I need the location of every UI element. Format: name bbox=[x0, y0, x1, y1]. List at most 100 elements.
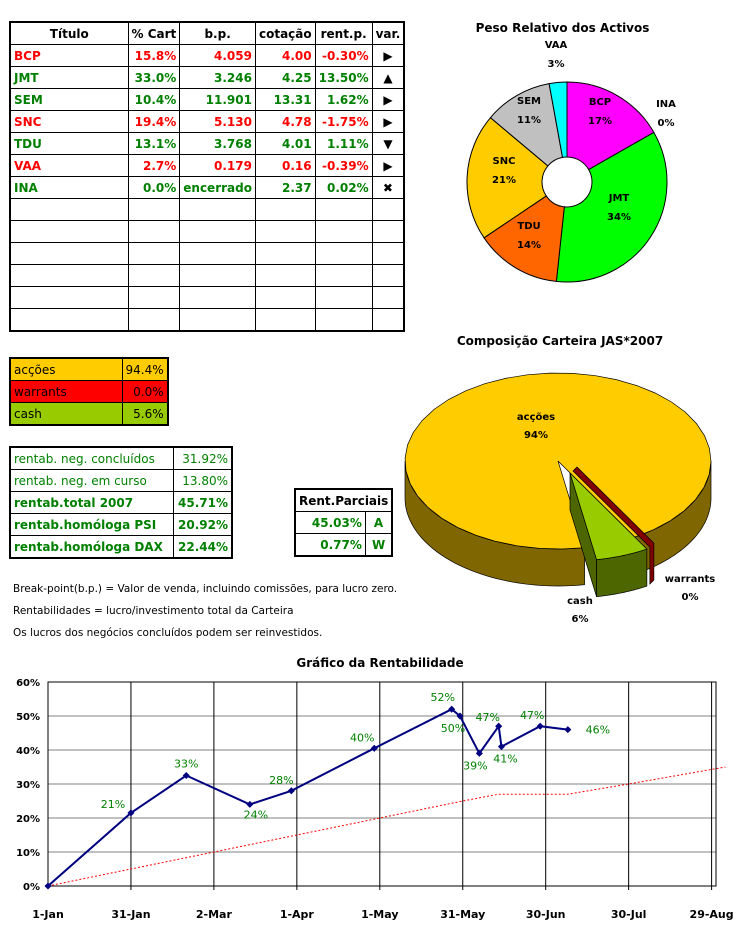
data-label: 28% bbox=[269, 774, 293, 787]
cell-cart: 19.4% bbox=[127, 110, 181, 133]
holdings-row: BCP 15.8% 4.059 4.00 -0.30% ▶ bbox=[9, 44, 405, 67]
data-label: 47% bbox=[475, 711, 499, 724]
y-tick-label: 40% bbox=[16, 746, 40, 757]
returns-row: rentab.homóloga PSI 20.92% bbox=[9, 513, 233, 536]
cell-titulo: JMT bbox=[9, 66, 129, 89]
holdings-row: INA 0.0% encerrado 2.37 0.02% ✖ bbox=[9, 176, 405, 199]
cell-cotacao: 4.00 bbox=[254, 44, 316, 67]
allocation-row-warrants: warrants 0.0% bbox=[9, 380, 169, 403]
donut-pct-label: 11% bbox=[517, 115, 541, 126]
x-tick-label: 1-Apr bbox=[280, 908, 315, 921]
cell-titulo: VAA bbox=[9, 154, 129, 177]
returns-row: rentab. neg. em curso 13.80% bbox=[9, 469, 233, 492]
data-point-marker bbox=[497, 743, 505, 751]
allocation-label: warrants bbox=[9, 380, 123, 403]
cell-cart: 0.0% bbox=[127, 176, 181, 199]
allocation-label: cash bbox=[9, 402, 123, 426]
holdings-header-row: Título % Cart b.p. cotação rent.p. var. bbox=[9, 21, 405, 45]
return-line bbox=[47, 708, 568, 887]
x-tick-label: 30-Jul bbox=[611, 908, 647, 921]
cell-cart: 15.8% bbox=[127, 44, 181, 67]
empty-cell bbox=[371, 286, 405, 309]
holdings-row: TDU 13.1% 3.768 4.01 1.11% ▼ bbox=[9, 132, 405, 155]
data-label: 47% bbox=[520, 709, 544, 722]
partial-code: A bbox=[364, 511, 393, 534]
pie3d-chart-title: Composição Carteira JAS*2007 bbox=[456, 334, 664, 348]
y-tick-label: 0% bbox=[23, 882, 40, 893]
donut-label: VAA bbox=[545, 40, 568, 51]
partial-value: 0.77% bbox=[294, 533, 366, 557]
data-point-marker bbox=[370, 744, 378, 752]
returns-label: rentab.homóloga DAX bbox=[9, 535, 174, 559]
returns-table: rentab. neg. concluídos 31.92% rentab. neg… bbox=[9, 446, 233, 559]
data-label: 50% bbox=[441, 722, 465, 735]
holdings-row bbox=[9, 308, 405, 332]
empty-cell bbox=[179, 308, 256, 332]
partial-value: 45.03% bbox=[294, 511, 366, 534]
note-lucros: Os lucros dos negócios concluídos podem … bbox=[13, 627, 323, 639]
donut-pct-label: 14% bbox=[517, 240, 541, 251]
holdings-row bbox=[9, 242, 405, 265]
cell-cart: 13.1% bbox=[127, 132, 181, 155]
data-label: 39% bbox=[463, 759, 487, 772]
allocation-value: 5.6% bbox=[121, 402, 169, 426]
returns-label: rentab.homóloga PSI bbox=[9, 513, 174, 536]
data-point-marker bbox=[287, 787, 295, 795]
cell-cotacao: 4.25 bbox=[254, 66, 316, 89]
data-label: 21% bbox=[101, 798, 125, 811]
allocation-table: acções 94.4% warrants 0.0% cash 5.6% bbox=[9, 357, 169, 426]
note-breakpoint: Break-point(b.p.) = Valor de venda, incl… bbox=[13, 583, 398, 595]
donut-slice-vaa bbox=[548, 81, 568, 158]
data-label: 41% bbox=[493, 753, 517, 766]
data-point-marker bbox=[182, 771, 190, 780]
pie3d-label: acções bbox=[517, 412, 555, 423]
returns-row: rentab. neg. concluídos 31.92% bbox=[9, 446, 233, 470]
cell-cotacao: 4.01 bbox=[254, 132, 316, 155]
donut-label: SNC bbox=[493, 156, 516, 167]
holdings-row bbox=[9, 286, 405, 309]
donut-slice-snc bbox=[466, 116, 549, 239]
x-tick-label: 1-Jan bbox=[32, 908, 64, 921]
partial-code: W bbox=[364, 533, 393, 557]
donut-label: JMT bbox=[608, 193, 630, 204]
y-tick-label: 10% bbox=[16, 848, 40, 859]
donut-chart-title: Peso Relativo dos Activos bbox=[475, 21, 650, 35]
benchmark-line bbox=[47, 766, 726, 887]
data-point-marker bbox=[475, 749, 483, 757]
x-tick-label: 1-May bbox=[361, 908, 398, 921]
empty-cell bbox=[9, 286, 129, 309]
partial-row: 45.03% A bbox=[294, 511, 393, 534]
cell-rent: 0.02% bbox=[314, 176, 373, 199]
data-point-marker bbox=[564, 726, 572, 734]
header-cart: % Cart bbox=[127, 21, 181, 45]
returns-value: 22.44% bbox=[172, 535, 233, 559]
pie3d-label: warrants bbox=[665, 574, 715, 585]
returns-row: rentab.homóloga DAX 22.44% bbox=[9, 535, 233, 559]
holdings-row: JMT 33.0% 3.246 4.25 13.50% ▲ bbox=[9, 66, 405, 89]
holdings-table: Título % Cart b.p. cotação rent.p. var. … bbox=[9, 21, 406, 332]
data-point-marker bbox=[536, 722, 544, 730]
empty-cell bbox=[9, 308, 129, 332]
y-tick-label: 60% bbox=[16, 678, 40, 689]
cell-rent: 1.11% bbox=[314, 132, 373, 155]
donut-pct-label: 34% bbox=[607, 212, 631, 223]
returns-value: 20.92% bbox=[172, 513, 233, 536]
empty-cell bbox=[179, 286, 256, 309]
note-rentabilidades: Rentabilidades = lucro/investimento tota… bbox=[13, 605, 294, 617]
donut-pct-label: 17% bbox=[588, 116, 612, 127]
data-point-marker bbox=[127, 809, 135, 817]
x-tick-label: 31-May bbox=[440, 908, 485, 921]
cell-bp: 11.901 bbox=[179, 88, 256, 111]
allocation-row-acções: acções 94.4% bbox=[9, 357, 169, 381]
data-label: 52% bbox=[430, 691, 454, 704]
y-tick-label: 30% bbox=[16, 780, 40, 791]
donut-pct-label: 3% bbox=[548, 59, 565, 70]
y-tick-label: 20% bbox=[16, 814, 40, 825]
pie3d-pct-label: 0% bbox=[682, 592, 699, 603]
header-rent: rent.p. bbox=[314, 21, 373, 45]
pie3d-slice-warrants bbox=[572, 466, 655, 585]
donut-slice-jmt bbox=[555, 131, 668, 283]
data-point-marker bbox=[495, 722, 503, 730]
data-label: 40% bbox=[350, 731, 374, 744]
